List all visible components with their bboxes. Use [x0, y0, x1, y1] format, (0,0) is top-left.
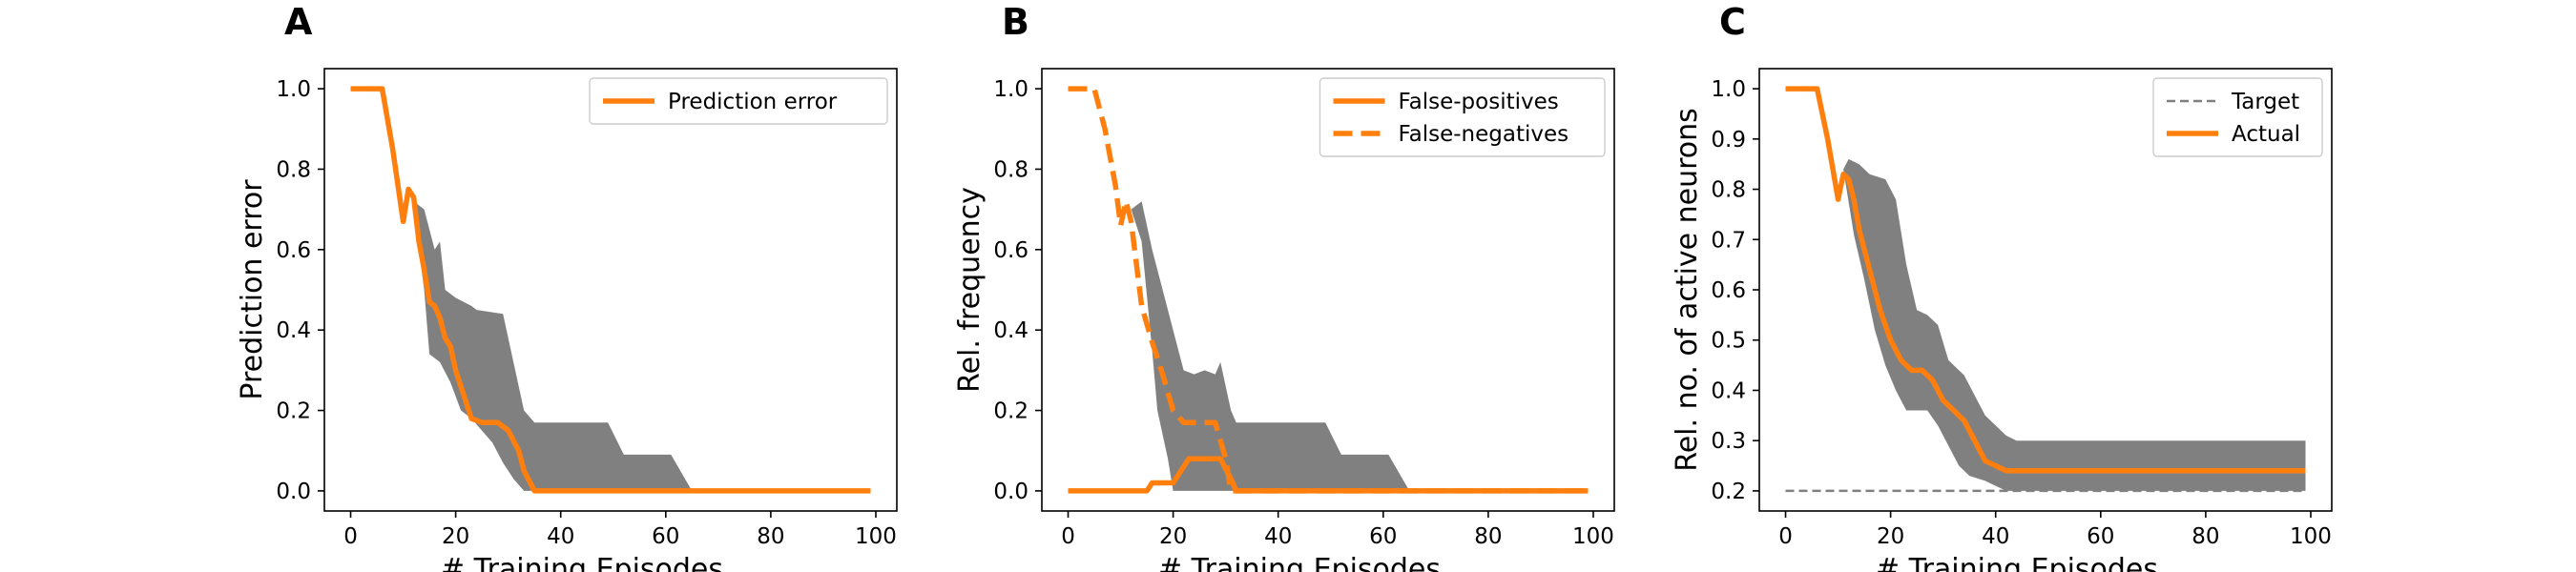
- y-tick-label: 0.2: [276, 399, 311, 424]
- y-tick-label: 0.3: [1711, 429, 1746, 454]
- y-tick-label: 0.8: [1711, 178, 1746, 203]
- x-tick-label: 100: [855, 524, 897, 549]
- y-tick-label: 0.0: [276, 480, 311, 504]
- series-line-1: [1785, 86, 2306, 474]
- legend-box: [1319, 77, 1606, 157]
- y-tick-label: 1.0: [993, 77, 1028, 102]
- x-tick-label: 100: [1572, 524, 1614, 549]
- y-tick-label: 0.8: [276, 157, 311, 182]
- y-tick-label: 1.0: [276, 77, 311, 102]
- legend-box: [2152, 77, 2323, 157]
- y-tick-label: 0.4: [1711, 378, 1746, 403]
- y-axis-label: Rel. frequency: [953, 187, 987, 393]
- x-tick-label: 0: [1061, 524, 1075, 549]
- y-axis-label: Rel. no. of active neurons: [1671, 108, 1704, 472]
- x-tick-label: 100: [2290, 524, 2332, 549]
- x-tick-label: 60: [2087, 524, 2114, 549]
- x-tick-label: 40: [1982, 524, 2009, 549]
- x-tick-label: 0: [343, 524, 358, 549]
- plot-area: 0 20 40 60 80 100 0.2 0.3 0.4 0.5 0.6 0.7 0.8 0.9 1.0 T…: [1711, 68, 2333, 549]
- plot-area: 0 20 40 60 80 100 0.0 0.2 0.4 0.6 0.8 1.0 False-posi…: [993, 68, 1615, 549]
- plot-area: 0 20 40 60 80 100 0.0 0.2 0.4 0.6 0.8 1.0 Prediction…: [276, 68, 898, 549]
- y-tick-label: 0.2: [993, 399, 1028, 424]
- x-tick-label: 40: [1264, 524, 1292, 549]
- x-tick-label: 60: [1369, 524, 1397, 549]
- y-tick-label: 0.6: [276, 238, 311, 263]
- y-tick-label: 0.4: [993, 318, 1028, 343]
- variability-band-0: [413, 201, 693, 491]
- axes-frame: [323, 68, 898, 512]
- x-tick-label: 40: [547, 524, 574, 549]
- x-tick-label: 80: [2192, 524, 2219, 549]
- x-axis-label: # Training Episodes: [441, 553, 723, 572]
- panel-label: A: [284, 1, 313, 43]
- x-tick-label: 0: [1778, 524, 1793, 549]
- series-line-0: [350, 86, 871, 494]
- legend-label: False-positives: [1399, 90, 1559, 114]
- y-tick-label: 0.2: [1711, 480, 1746, 504]
- y-tick-label: 0.6: [1711, 278, 1746, 303]
- panel-label: B: [1002, 1, 1029, 43]
- x-axis-label: # Training Episodes: [1158, 553, 1441, 572]
- x-tick-label: 80: [1474, 524, 1502, 549]
- legend-label: False-negatives: [1399, 122, 1569, 147]
- y-tick-label: 0.8: [993, 157, 1028, 182]
- series-line-0: [1068, 456, 1589, 494]
- y-tick-label: 0.9: [1711, 128, 1746, 153]
- y-tick-label: 0.0: [993, 480, 1028, 504]
- legend: False-positives False-negatives: [1319, 77, 1606, 157]
- legend: Prediction error: [589, 77, 888, 125]
- series-line-1: [1068, 86, 1589, 494]
- x-tick-label: 20: [442, 524, 469, 549]
- y-tick-label: 0.4: [276, 318, 311, 343]
- variability-band-0: [1131, 201, 1410, 491]
- panel-label: C: [1719, 1, 1746, 43]
- x-tick-label: 60: [652, 524, 679, 549]
- variability-band-0: [1843, 158, 2306, 491]
- y-axis-label: Prediction error: [236, 179, 269, 400]
- x-tick-label: 20: [1159, 524, 1187, 549]
- legend-label: Actual: [2232, 122, 2300, 147]
- x-axis-label: # Training Episodes: [1876, 553, 2158, 572]
- panel-a: A 0 20 40 60 80 100 0.0 0.2 0.4 0.6 0.8 1.0 Predicti…: [236, 1, 898, 572]
- y-tick-label: 0.6: [993, 238, 1028, 263]
- panel-b: B 0 20 40 60 80 100 0.0 0.2 0.4 0.6 0.8 1.0 False-po…: [953, 1, 1615, 572]
- axes-frame: [1041, 68, 1615, 512]
- legend-label: Prediction error: [668, 90, 838, 114]
- legend: Target Actual: [2152, 77, 2323, 157]
- panel-c: C 0 20 40 60 80 100 0.2 0.3 0.4 0.5 0.6 0.7 0.8 0.9 1.…: [1671, 1, 2333, 572]
- y-tick-label: 0.7: [1711, 228, 1746, 253]
- legend-label: Target: [2231, 90, 2299, 114]
- y-tick-label: 0.5: [1711, 329, 1746, 354]
- x-tick-label: 20: [1877, 524, 1904, 549]
- x-tick-label: 80: [757, 524, 784, 549]
- y-tick-label: 1.0: [1711, 77, 1746, 102]
- legend-box: [589, 77, 888, 125]
